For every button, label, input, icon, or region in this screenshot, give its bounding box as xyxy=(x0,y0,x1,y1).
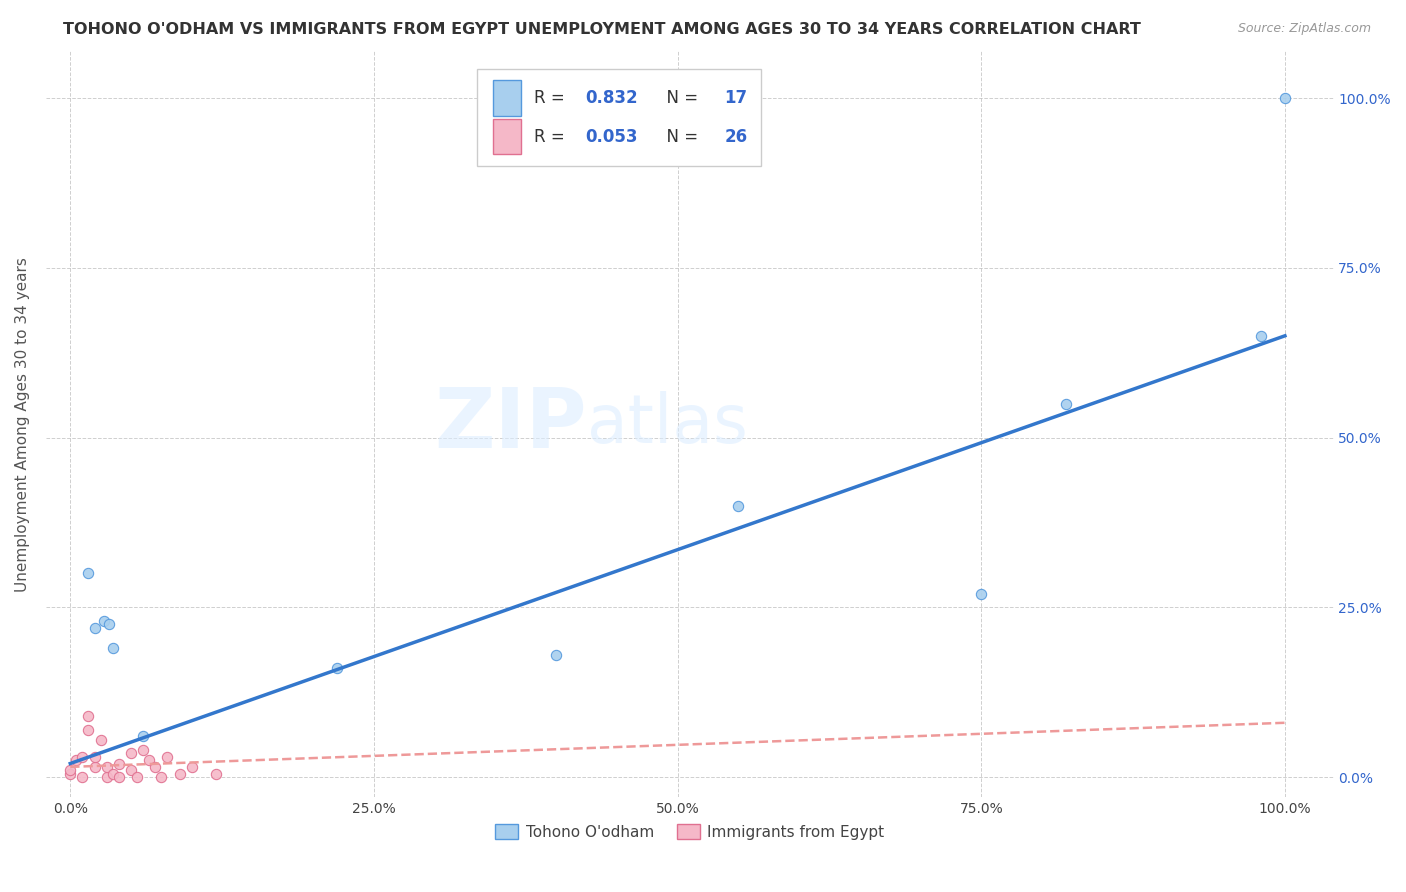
Bar xyxy=(492,79,522,116)
Point xyxy=(83,749,105,764)
Point xyxy=(96,770,118,784)
Point xyxy=(143,760,166,774)
FancyBboxPatch shape xyxy=(477,70,761,167)
Point xyxy=(59,766,82,780)
Point xyxy=(970,587,993,601)
Point xyxy=(83,760,105,774)
Point xyxy=(83,621,105,635)
Point xyxy=(1054,397,1077,411)
Point xyxy=(101,641,124,656)
Text: TOHONO O'ODHAM VS IMMIGRANTS FROM EGYPT UNEMPLOYMENT AMONG AGES 30 TO 34 YEARS C: TOHONO O'ODHAM VS IMMIGRANTS FROM EGYPT … xyxy=(63,22,1142,37)
Point xyxy=(132,730,155,744)
Text: 0.832: 0.832 xyxy=(585,88,638,107)
Point xyxy=(326,661,349,675)
Bar xyxy=(492,119,522,154)
Point xyxy=(77,723,100,737)
Point xyxy=(727,499,749,513)
Y-axis label: Unemployment Among Ages 30 to 34 years: Unemployment Among Ages 30 to 34 years xyxy=(15,257,30,591)
Point xyxy=(169,766,191,780)
Point xyxy=(205,766,228,780)
Text: N =: N = xyxy=(657,128,703,145)
Text: atlas: atlas xyxy=(586,391,748,457)
Point xyxy=(156,749,179,764)
Point xyxy=(108,770,131,784)
Text: Source: ZipAtlas.com: Source: ZipAtlas.com xyxy=(1237,22,1371,36)
Point xyxy=(59,764,82,778)
Point xyxy=(96,760,118,774)
Text: 26: 26 xyxy=(724,128,748,145)
Point xyxy=(108,756,131,771)
Point xyxy=(72,770,94,784)
Point xyxy=(1274,91,1296,105)
Point xyxy=(93,614,115,628)
Text: N =: N = xyxy=(657,88,703,107)
Point xyxy=(546,648,568,662)
Text: R =: R = xyxy=(534,128,569,145)
Point xyxy=(90,732,112,747)
Point xyxy=(98,617,121,632)
Text: R =: R = xyxy=(534,88,569,107)
Point xyxy=(77,709,100,723)
Point xyxy=(1250,328,1272,343)
Point xyxy=(125,770,148,784)
Point xyxy=(77,566,100,581)
Point xyxy=(65,753,87,767)
Point xyxy=(120,747,142,761)
Point xyxy=(180,760,202,774)
Point xyxy=(101,766,124,780)
Point xyxy=(72,749,94,764)
Text: ZIP: ZIP xyxy=(434,384,586,465)
Text: 17: 17 xyxy=(724,88,748,107)
Legend: Tohono O'odham, Immigrants from Egypt: Tohono O'odham, Immigrants from Egypt xyxy=(489,818,890,846)
Point xyxy=(150,770,173,784)
Text: 0.053: 0.053 xyxy=(585,128,638,145)
Point xyxy=(132,743,155,757)
Point xyxy=(120,764,142,778)
Point xyxy=(138,753,160,767)
